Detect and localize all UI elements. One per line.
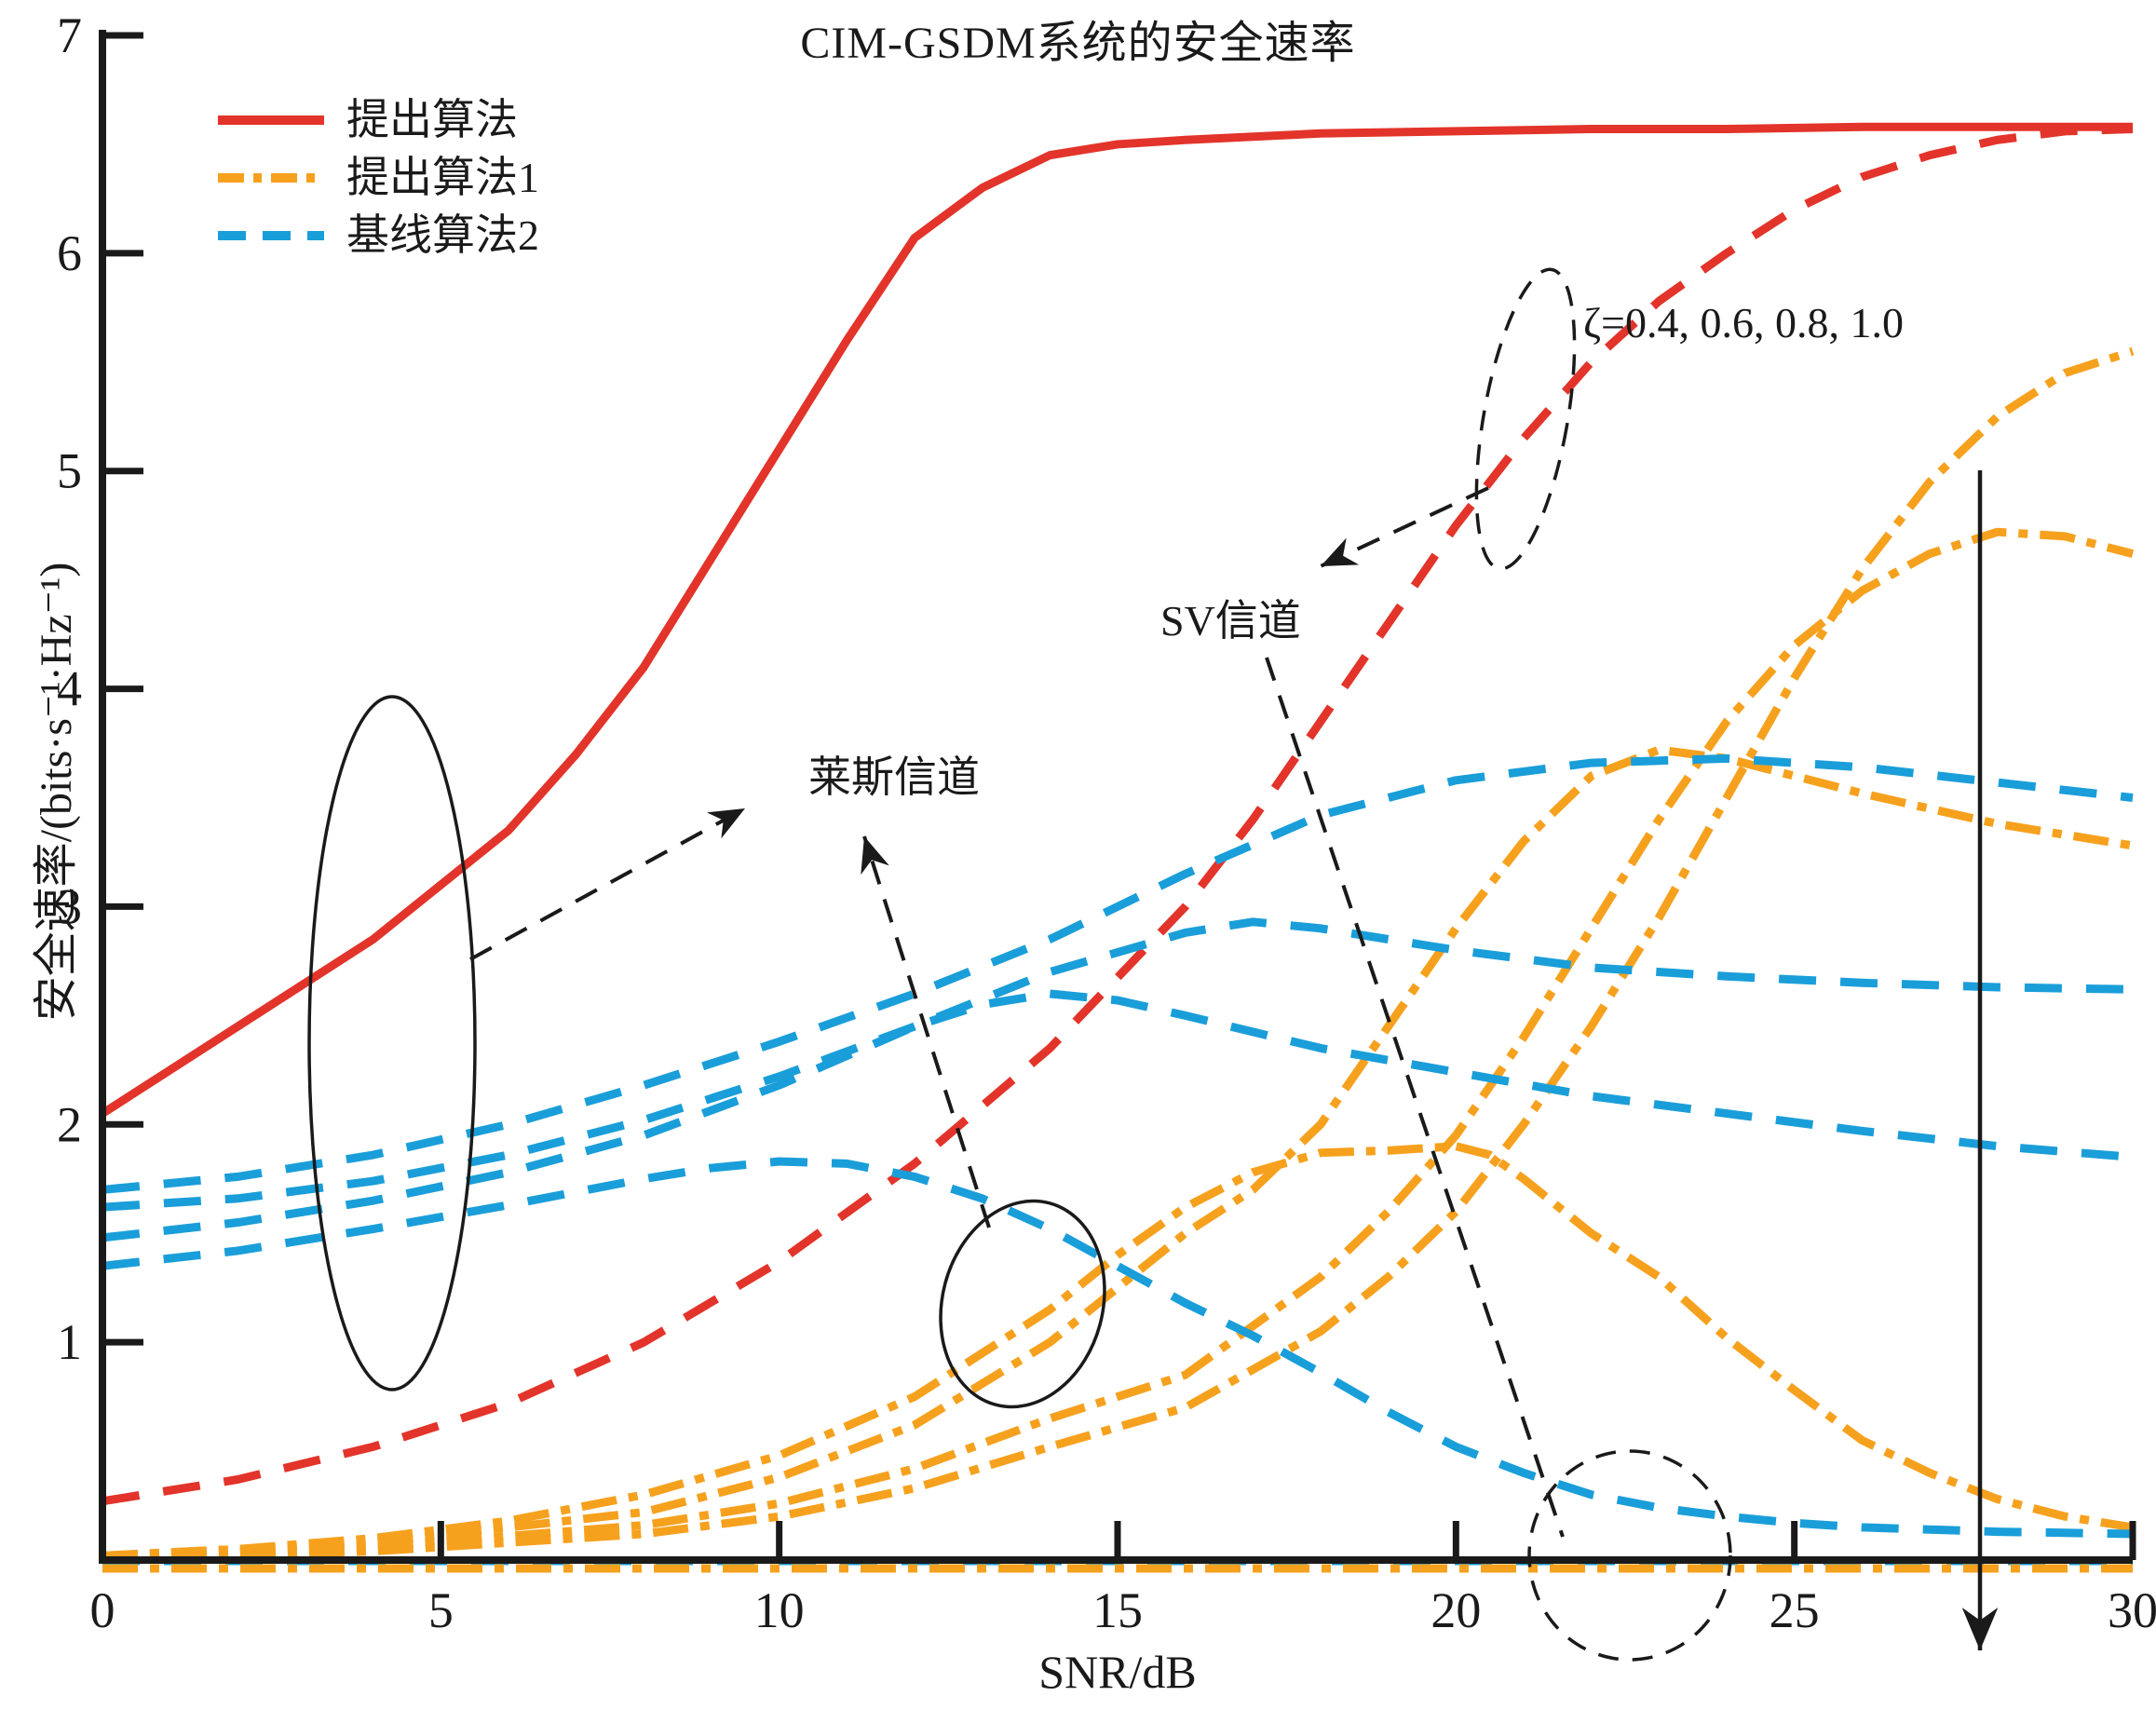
y-tick-label: 4 — [57, 661, 82, 717]
series-alg1-rice-4 — [102, 346, 2135, 1563]
y-tick-label: 2 — [57, 1096, 82, 1152]
legend-item-proposed: 提出算法 — [216, 91, 539, 149]
legend-marker-dash-blue-icon — [218, 231, 324, 240]
x-tick-label: 15 — [1092, 1582, 1143, 1638]
x-tick-label: 10 — [754, 1582, 805, 1638]
legend-marker-dashdot-orange-icon — [218, 173, 324, 183]
annotation-sv-channel: SV信道 — [1160, 597, 1301, 645]
ellipse-rice-left — [307, 695, 477, 1391]
legend-label: 提出算法1 — [346, 154, 539, 201]
y-tick-label: 5 — [57, 443, 82, 499]
series-alg1-rice-1 — [102, 1142, 2134, 1560]
y-tick-label: 6 — [57, 225, 82, 281]
x-tick-label: 20 — [1431, 1582, 1481, 1638]
legend-marker-solid-red-icon — [218, 115, 324, 125]
arrow-rice-left — [469, 807, 746, 961]
y-tick-label: 1 — [57, 1314, 82, 1370]
y-tick-label: 7 — [57, 7, 82, 63]
legend: 提出算法 提出算法1 基线算法2 — [216, 91, 539, 265]
annotation-zeta-values: ζ=0.4, 0.6, 0.8, 1.0 — [1583, 299, 1904, 346]
series-proposed-rice — [100, 122, 2133, 1118]
series-alg1-rice-3 — [102, 527, 2135, 1563]
chart-title: CIM-GSDM系统的安全速率 — [800, 19, 1356, 68]
ellipse-rice-orange — [939, 1199, 1106, 1409]
y-axis-label: 安全速率/(bits·s⁻¹·Hz⁻¹) — [32, 562, 81, 1022]
ellipse-sv-red — [1474, 267, 1577, 571]
connector-sv-zero — [1265, 657, 1565, 1538]
series-baseline2-rice-3 — [102, 989, 2134, 1242]
annotation-rice-channel: 莱斯信道 — [808, 753, 980, 801]
x-tick-label: 25 — [1770, 1582, 1820, 1638]
arrow-sv — [1320, 486, 1489, 568]
y-tick-label: 3 — [57, 878, 82, 934]
ellipse-sv-zero — [1527, 1449, 1732, 1662]
legend-label: 基线算法2 — [346, 211, 539, 259]
x-tick-label: 30 — [2108, 1582, 2156, 1638]
series-baseline2-rice-1 — [102, 753, 2134, 1194]
series-baseline2-rice-4 — [102, 1157, 2134, 1539]
series-baseline2-rice-2 — [102, 917, 2134, 1212]
x-tick-label: 0 — [90, 1582, 115, 1638]
x-axis-label: SNR/dB — [1038, 1646, 1197, 1698]
x-tick-label: 5 — [428, 1582, 454, 1638]
legend-item-baseline2: 基线算法2 — [216, 207, 539, 265]
legend-label: 提出算法 — [346, 96, 518, 143]
series-proposed-sv — [102, 125, 2134, 1506]
arrow-rice-orange — [862, 835, 991, 1228]
legend-item-proposed1: 提出算法1 — [216, 149, 539, 207]
